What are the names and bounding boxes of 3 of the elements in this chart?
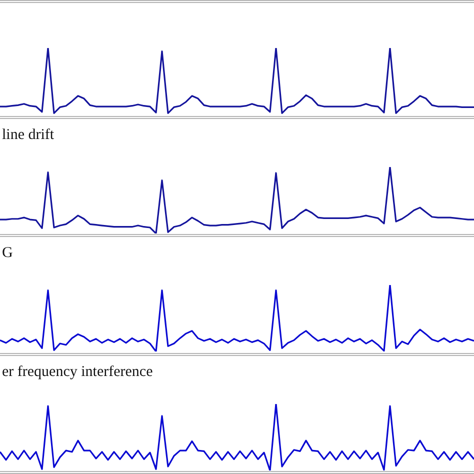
chart-title: G: [2, 245, 13, 262]
chart-title: line drift: [2, 126, 54, 144]
chart-title: er frequency interference: [2, 364, 153, 380]
